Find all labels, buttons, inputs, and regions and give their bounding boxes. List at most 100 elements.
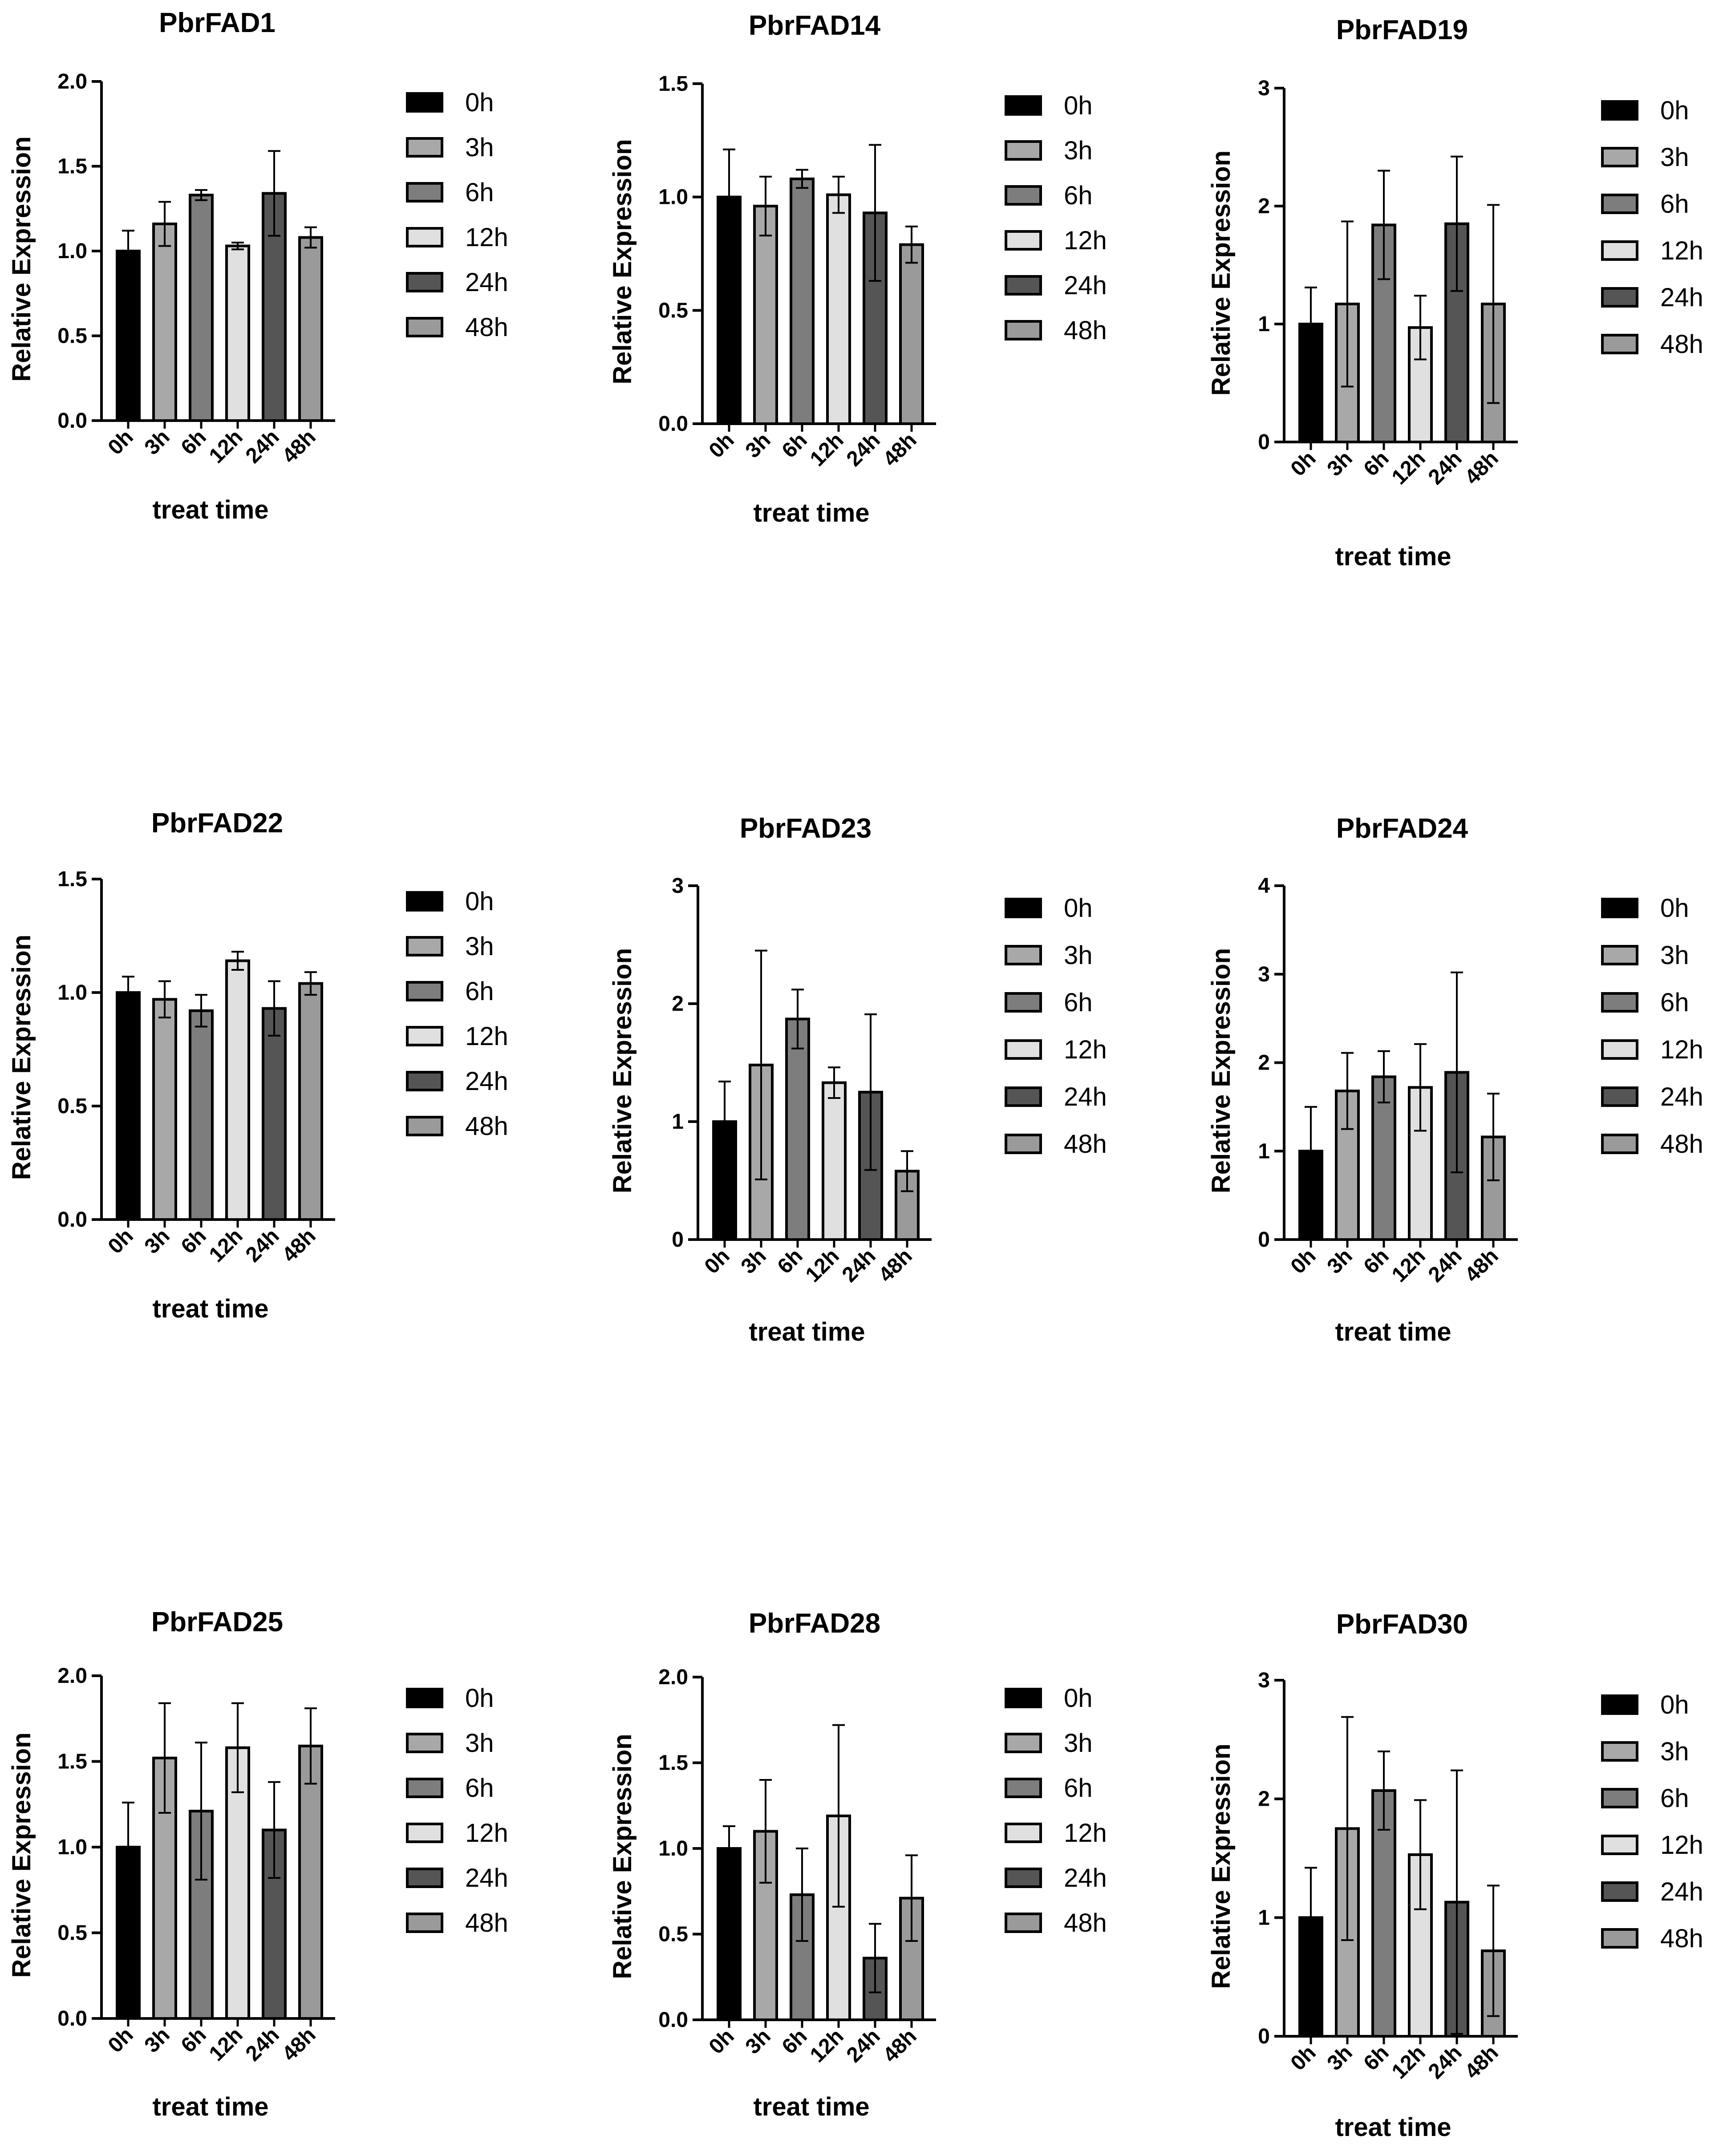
legend-swatch-24h (406, 1868, 443, 1888)
legend-swatch-48h (406, 1913, 443, 1933)
x-tick-label: 6h (177, 2023, 211, 2057)
legend-swatch-48h (1601, 1134, 1638, 1154)
x-axis-label: treat time (1335, 1317, 1451, 1346)
legend-label: 3h (1660, 941, 1689, 970)
chart-title: PbrFAD30 (1336, 1609, 1468, 1640)
legend-label: 48h (1064, 1909, 1107, 1937)
legend-label: 48h (1064, 1130, 1107, 1159)
legend-swatch-3h (406, 137, 443, 158)
x-axis-label: treat time (152, 495, 268, 524)
legend-label: 3h (1660, 143, 1689, 172)
legend-swatch-3h (1005, 1733, 1042, 1753)
legend: 0h 3h 6h 12h 24h 48h (1601, 1690, 1703, 1953)
legend-swatch-6h (406, 182, 443, 203)
x-axis-label: treat time (152, 1294, 268, 1323)
legend-label: 24h (1660, 1082, 1703, 1111)
legend-swatch-24h (1005, 1868, 1042, 1888)
legend-swatch-12h (1005, 1823, 1042, 1843)
legend-label: 12h (1064, 1819, 1107, 1848)
legend-label: 3h (465, 133, 494, 162)
bar-0h (116, 250, 141, 422)
chart-title: PbrFAD23 (740, 813, 872, 844)
x-axis-label: treat time (753, 498, 869, 527)
x-tick-label: 48h (278, 425, 320, 468)
y-tick-label: 0.5 (57, 1921, 87, 1945)
y-tick-label: 0.0 (658, 2008, 688, 2032)
x-tick-label: 24h (241, 2023, 284, 2066)
legend-swatch-12h (1005, 230, 1042, 251)
legend: 0h 3h 6h 12h 24h 48h (406, 887, 508, 1141)
legend-label: 12h (1660, 236, 1703, 265)
x-tick-label: 0h (104, 2023, 138, 2057)
legend-swatch-3h (1601, 945, 1638, 965)
x-tick-label: 6h (177, 425, 211, 459)
legend-swatch-6h (1601, 194, 1638, 214)
x-tick-label: 24h (842, 428, 885, 471)
x-tick-label: 0h (104, 1224, 138, 1258)
y-tick-label: 2.0 (658, 1666, 688, 1689)
bar-0h (116, 991, 141, 1221)
legend-label: 24h (1660, 283, 1703, 312)
x-tick-label: 12h (205, 2023, 247, 2066)
bar-6h (189, 1009, 214, 1221)
x-tick-label: 12h (801, 1244, 844, 1287)
legend-label: 3h (1660, 1737, 1689, 1766)
legend-swatch-48h (1601, 334, 1638, 354)
legend-label: 3h (465, 932, 494, 961)
x-tick-label: 48h (278, 2023, 320, 2066)
x-axis-label: treat time (152, 2092, 268, 2121)
bar-48h (899, 243, 924, 425)
x-tick-label: 0h (705, 2024, 739, 2059)
legend-label: 0h (1064, 1684, 1093, 1713)
legend-swatch-6h (406, 1778, 443, 1798)
legend-swatch-0h (1005, 898, 1042, 918)
legend: 0h 3h 6h 12h 24h 48h (1005, 1684, 1107, 1937)
bar-24h (262, 1007, 287, 1221)
x-tick-label: 3h (1323, 2041, 1357, 2075)
y-tick-label: 0.0 (57, 2007, 87, 2030)
legend-label: 0h (1660, 96, 1689, 125)
legend-swatch-0h (1005, 1688, 1042, 1708)
legend-swatch-24h (1601, 1881, 1638, 1902)
x-tick-label: 48h (278, 1224, 320, 1267)
legend: 0h 3h 6h 12h 24h 48h (1601, 894, 1703, 1159)
bar-12h (225, 244, 250, 422)
legend-label: 48h (1660, 330, 1703, 359)
y-axis-label: Relative Expression (1207, 948, 1236, 1193)
legend-label: 6h (465, 1774, 494, 1803)
y-axis-label: Relative Expression (1207, 1743, 1236, 1989)
legend-label: 12h (465, 223, 508, 252)
legend-label: 3h (1064, 136, 1093, 165)
legend-label: 0h (465, 887, 494, 916)
legend-swatch-0h (406, 92, 443, 113)
x-tick-label: 6h (1359, 446, 1394, 481)
legend-label: 24h (465, 268, 508, 297)
legend-swatch-3h (1005, 945, 1042, 965)
bar-6h (790, 177, 815, 426)
legend-label: 12h (1660, 1831, 1703, 1860)
legend-label: 6h (465, 178, 494, 207)
legend-label: 0h (465, 1684, 494, 1713)
y-tick-label: 2 (1258, 195, 1270, 218)
x-tick-label: 0h (1286, 2041, 1321, 2075)
y-tick-label: 0.5 (57, 1094, 87, 1118)
chart-panel-7: PbrFAD25 0.0 0.5 1.0 1.5 2.0 Relative Expressi… (7, 1607, 508, 2121)
x-tick-label: 6h (1359, 1244, 1394, 1278)
x-tick-label: 6h (778, 2024, 812, 2059)
bar-6h (189, 194, 214, 422)
chart-title: PbrFAD19 (1336, 15, 1468, 45)
legend-label: 48h (465, 1909, 508, 1937)
legend: 0h 3h 6h 12h 24h 48h (406, 88, 508, 342)
legend-label: 0h (1660, 1690, 1689, 1719)
y-tick-label: 0 (672, 1228, 684, 1252)
y-tick-label: 0.5 (658, 299, 688, 322)
legend-swatch-3h (406, 1733, 443, 1753)
x-tick-label: 3h (737, 1244, 771, 1278)
legend-swatch-24h (406, 272, 443, 292)
x-tick-label: 48h (879, 428, 921, 471)
legend-swatch-48h (1005, 1134, 1042, 1154)
legend-swatch-0h (1601, 898, 1638, 918)
